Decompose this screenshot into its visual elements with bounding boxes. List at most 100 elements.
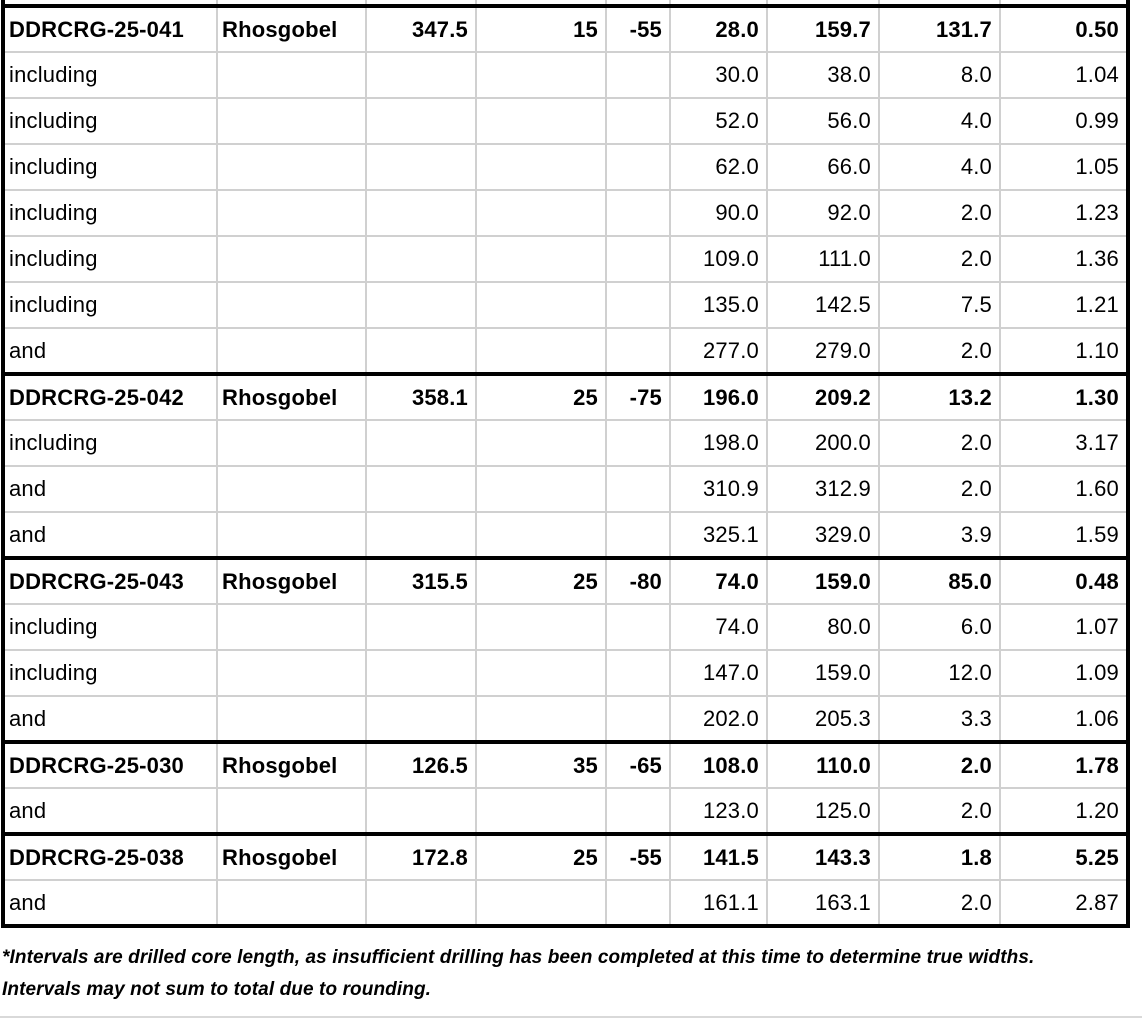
cell-hole-id: including <box>1 235 218 283</box>
cell-grade: 0.48 <box>999 556 1130 605</box>
cell-grade: 1.04 <box>999 51 1130 99</box>
cell-prospect: Rhosgobel <box>216 740 367 789</box>
cell-azimuth <box>475 511 607 559</box>
cell-grade: 1.06 <box>999 695 1130 743</box>
cell-hole-id: and <box>1 787 218 835</box>
cell-interval: 3.9 <box>878 511 1001 559</box>
cell-prospect <box>216 603 367 651</box>
cell-to: 159.0 <box>766 649 880 697</box>
cell-azimuth <box>475 97 607 145</box>
cell-to: 209.2 <box>766 372 880 421</box>
cell-prospect: Rhosgobel <box>216 4 367 53</box>
cell-dip <box>605 879 671 928</box>
cell-prospect <box>216 695 367 743</box>
cell-dip <box>605 787 671 835</box>
cell-grade: 0.50 <box>999 4 1130 53</box>
cell-dip: -80 <box>605 556 671 605</box>
interval-row: including 109.0 111.0 2.0 1.36 <box>1 235 1130 283</box>
cell-azimuth <box>475 0 607 8</box>
cell-dip <box>605 649 671 697</box>
interval-row: including 62.0 66.0 4.0 1.05 <box>1 143 1130 191</box>
cell-total-depth <box>365 281 477 329</box>
interval-row: and 123.0 125.0 2.0 1.20 <box>1 787 1130 835</box>
cell-azimuth <box>475 879 607 928</box>
cell-total-depth <box>365 603 477 651</box>
cell-from: 196.0 <box>669 372 768 421</box>
hole-summary-row: DDRCRG-25-041 Rhosgobel 347.5 15 -55 28.0 159.… <box>1 4 1130 53</box>
cell-from <box>669 0 768 8</box>
cell-total-depth: 358.1 <box>365 372 477 421</box>
cell-azimuth: 25 <box>475 832 607 881</box>
cell-total-depth: 126.5 <box>365 740 477 789</box>
cell-hole-id: including <box>1 419 218 467</box>
cell-dip: -55 <box>605 4 671 53</box>
cell-azimuth <box>475 327 607 375</box>
cell-hole-id: DDRCRG-25-038 <box>1 832 218 881</box>
interval-row: including 147.0 159.0 12.0 1.09 <box>1 649 1130 697</box>
cell-dip: -65 <box>605 740 671 789</box>
cell-prospect <box>216 235 367 283</box>
cell-hole-id: DDRCRG-25-030 <box>1 740 218 789</box>
cell-hole-id: DDRCRG-25-042 <box>1 372 218 421</box>
cell-interval: 2.0 <box>878 879 1001 928</box>
cell-dip <box>605 51 671 99</box>
cell-dip <box>605 603 671 651</box>
cell-total-depth: 172.8 <box>365 832 477 881</box>
cell-total-depth <box>365 0 477 8</box>
cell-to: 110.0 <box>766 740 880 789</box>
cell-hole-id: including <box>1 603 218 651</box>
cell-azimuth <box>475 787 607 835</box>
cell-prospect <box>216 281 367 329</box>
cell-hole-id: including <box>1 281 218 329</box>
cell-to: 125.0 <box>766 787 880 835</box>
cell-to: 56.0 <box>766 97 880 145</box>
cell-grade: 1.09 <box>999 649 1130 697</box>
cell-to: 143.3 <box>766 832 880 881</box>
cell-total-depth <box>365 649 477 697</box>
cell-interval: 85.0 <box>878 556 1001 605</box>
drill-results-table: DDRCRG-25-041 Rhosgobel 347.5 15 -55 28.0 159.… <box>1 0 1130 928</box>
cell-interval: 8.0 <box>878 51 1001 99</box>
cell-to: 279.0 <box>766 327 880 375</box>
cell-total-depth <box>365 97 477 145</box>
hole-summary-row: DDRCRG-25-030 Rhosgobel 126.5 35 -65 108.0 110… <box>1 740 1130 789</box>
cell-to: 329.0 <box>766 511 880 559</box>
cell-prospect: Rhosgobel <box>216 556 367 605</box>
cell-dip <box>605 327 671 375</box>
cell-total-depth <box>365 511 477 559</box>
cell-dip: -55 <box>605 832 671 881</box>
cell-hole-id: and <box>1 879 218 928</box>
interval-row: including 30.0 38.0 8.0 1.04 <box>1 51 1130 99</box>
cell-from: 62.0 <box>669 143 768 191</box>
cell-grade: 1.20 <box>999 787 1130 835</box>
interval-row: including 52.0 56.0 4.0 0.99 <box>1 97 1130 145</box>
footnotes: *Intervals are drilled core length, as i… <box>2 947 1142 1001</box>
cell-to: 200.0 <box>766 419 880 467</box>
cell-interval: 131.7 <box>878 4 1001 53</box>
cell-azimuth: 15 <box>475 4 607 53</box>
cell-from: 90.0 <box>669 189 768 237</box>
cell-from: 28.0 <box>669 4 768 53</box>
interval-row: and 325.1 329.0 3.9 1.59 <box>1 511 1130 559</box>
cell-from: 141.5 <box>669 832 768 881</box>
footnote-rounding: Intervals may not sum to total due to ro… <box>2 979 432 1000</box>
interval-row: and 310.9 312.9 2.0 1.60 <box>1 465 1130 513</box>
cell-interval: 2.0 <box>878 327 1001 375</box>
cell-prospect: Rhosgobel <box>216 372 367 421</box>
cell-dip <box>605 97 671 145</box>
top-partial-row <box>1 0 1130 8</box>
cell-grade: 1.30 <box>999 372 1130 421</box>
cell-prospect <box>216 97 367 145</box>
cell-prospect <box>216 143 367 191</box>
cell-prospect: Rhosgobel <box>216 832 367 881</box>
cell-hole-id: including <box>1 649 218 697</box>
cell-azimuth: 25 <box>475 556 607 605</box>
cell-total-depth <box>365 189 477 237</box>
cell-grade: 5.25 <box>999 832 1130 881</box>
cell-azimuth <box>475 603 607 651</box>
cell-grade: 1.59 <box>999 511 1130 559</box>
cell-dip <box>605 695 671 743</box>
cell-to: 159.0 <box>766 556 880 605</box>
cell-prospect <box>216 879 367 928</box>
interval-row: and 277.0 279.0 2.0 1.10 <box>1 327 1130 375</box>
